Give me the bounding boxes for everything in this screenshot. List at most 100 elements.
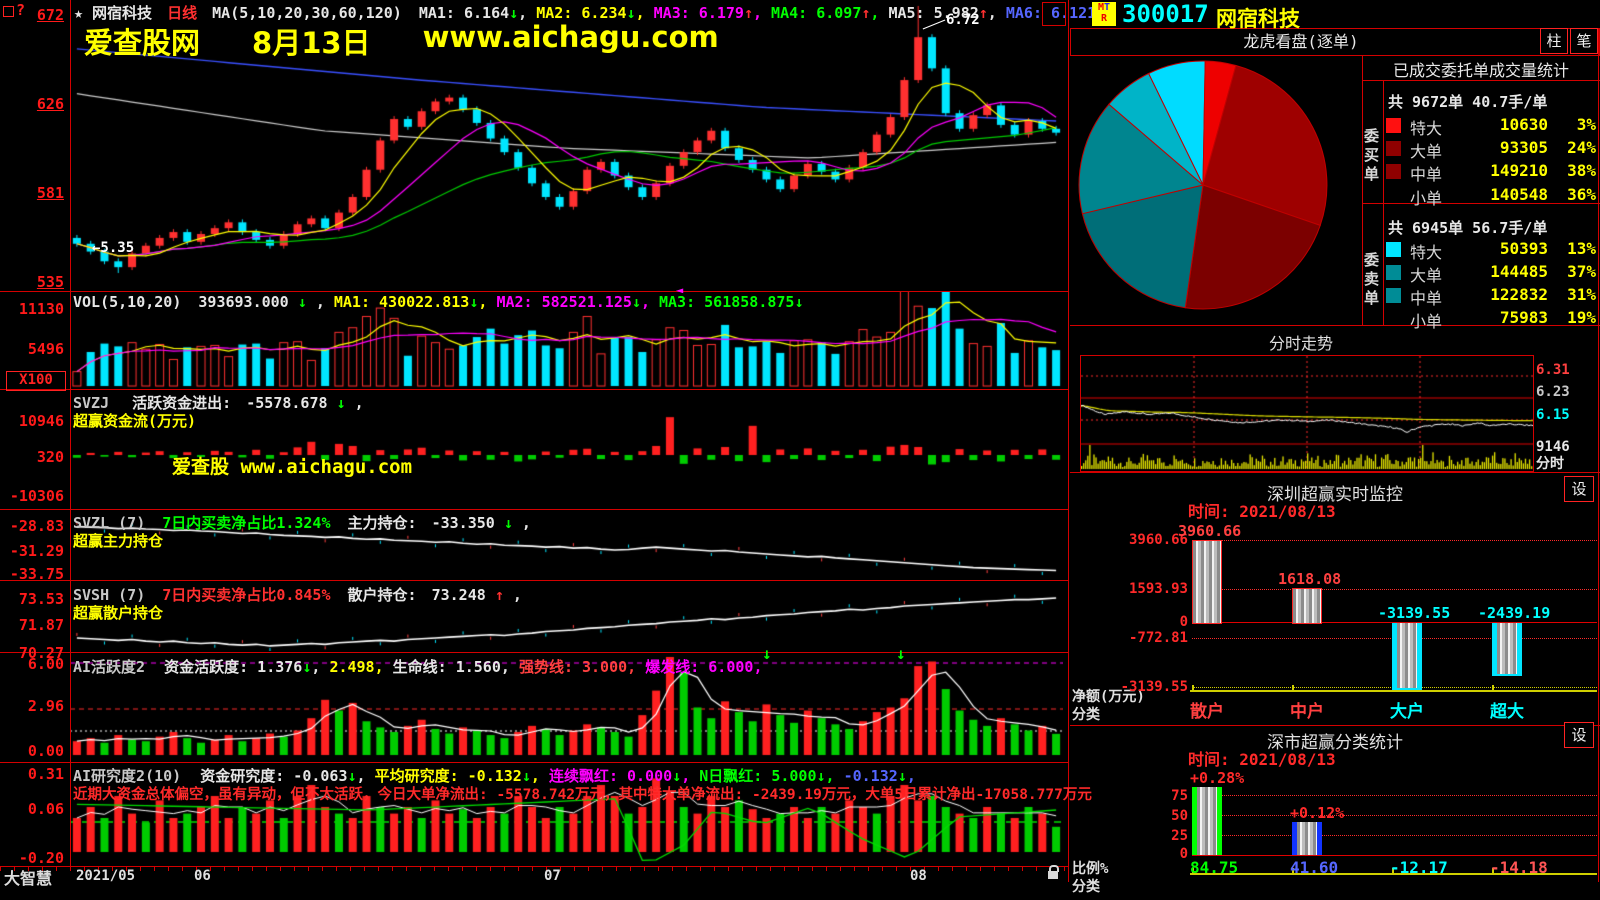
- down-arrow-icon: ↓: [626, 4, 636, 22]
- category-label: 大户: [1390, 702, 1424, 722]
- row-percent: 19%: [1567, 308, 1596, 327]
- y-tick: 320: [36, 448, 64, 466]
- svzj-name: SVZJ: [73, 394, 110, 412]
- monitor-bar[interactable]: [1192, 540, 1222, 624]
- signal-arrow-icon: ↓: [896, 644, 906, 663]
- y-tick: 5496: [27, 340, 64, 358]
- svzj-value: -5578.678: [246, 394, 328, 412]
- fenshi-chart[interactable]: [1080, 355, 1534, 472]
- row-label: 特大: [1410, 119, 1443, 138]
- sep: ,: [315, 293, 334, 311]
- table-row[interactable]: 小单 140548 36%: [1362, 185, 1600, 208]
- row-volume: 140548: [1490, 185, 1548, 204]
- monitor-bar[interactable]: [1392, 623, 1422, 690]
- monitor-ylabel: 净额(万元): [1072, 689, 1145, 705]
- row-volume: 144485: [1490, 262, 1548, 281]
- period-label[interactable]: 日线: [167, 4, 198, 22]
- table-row[interactable]: 特大 10630 3%: [1362, 115, 1600, 138]
- y-tick: 73.53: [18, 590, 64, 608]
- table-border: [1362, 203, 1600, 204]
- sep: ,: [354, 394, 364, 412]
- table-row[interactable]: 中单 149210 38%: [1362, 161, 1600, 184]
- down-arrow-icon: ↓: [509, 4, 519, 22]
- ai2-item-label: 连续飘红: 0.000: [548, 767, 673, 785]
- ai2-item-sep: ,: [825, 767, 844, 785]
- up-arrow-icon: ↑: [978, 4, 988, 22]
- ma-item-label: MA6: 6.121: [1005, 4, 1097, 22]
- gridline: [1192, 835, 1597, 836]
- swatch-icon: [1386, 265, 1401, 280]
- stats-time: 时间: 2021/08/13: [1188, 750, 1336, 769]
- y-tick: 25: [1171, 828, 1188, 844]
- y-tick: 2.96: [27, 697, 64, 715]
- table-row[interactable]: 小单 75983 19%: [1362, 308, 1600, 331]
- fenshi-axis-label: 6.31: [1536, 362, 1570, 378]
- section-divider: [1070, 325, 1600, 326]
- y-tick: -10306: [9, 487, 64, 505]
- flag-icon[interactable]: [3, 6, 14, 17]
- ma-item-label: MA4: 6.097: [771, 4, 862, 22]
- vol-label: VOL(5,10,20): [73, 293, 182, 311]
- stats-bar[interactable]: [1292, 822, 1322, 855]
- y-tick: 6.00: [27, 655, 64, 673]
- down-arrow-icon: ↓: [297, 293, 307, 311]
- monitor-xlabel: 分类: [1072, 707, 1100, 723]
- svzl-name: SVZL (7): [73, 514, 146, 532]
- y-tick: 0.31: [27, 765, 64, 783]
- scroll-marker-icon[interactable]: ◄: [676, 283, 684, 297]
- stats-settings-button[interactable]: 设: [1564, 722, 1594, 748]
- time-axis-label: 07: [544, 868, 561, 884]
- table-row[interactable]: 大单 93305 24%: [1362, 138, 1600, 161]
- row-volume: 75983: [1499, 308, 1548, 327]
- down-arrow-icon: ↓: [336, 394, 346, 412]
- ai-activity-chart[interactable]: [70, 653, 1063, 761]
- lock-icon[interactable]: [1048, 865, 1059, 879]
- ai1-header: AI活跃度2 资金活跃度: 1.376↓, 2.498, 生命线: 1.560,…: [73, 656, 762, 677]
- bar-mode-button[interactable]: 柱: [1540, 28, 1568, 54]
- bar-value-label: -14.18: [1490, 858, 1548, 877]
- volume-pie-chart[interactable]: [1074, 56, 1332, 314]
- info-box[interactable]: [1042, 2, 1066, 26]
- svsh-chart[interactable]: [70, 581, 1063, 651]
- table-border: [1362, 55, 1363, 325]
- table-row[interactable]: 大单 144485 37%: [1362, 262, 1600, 285]
- monitor-bar[interactable]: [1292, 588, 1322, 624]
- y-tick: -28.83: [9, 517, 64, 535]
- ai2-values: 资金研究度: -0.063↓, 平均研究度: -0.132↓, 连续飘红: 0.…: [200, 767, 916, 785]
- up-arrow-icon: ↑: [494, 586, 504, 604]
- table-row[interactable]: 中单 122832 31%: [1362, 285, 1600, 308]
- ai1-values: 资金活跃度: 1.376↓, 2.498, 生命线: 1.560, 强势线: 3…: [164, 658, 762, 676]
- swatch-icon: [1386, 141, 1401, 156]
- baseline: [1190, 873, 1597, 875]
- vol-value: 393693.000: [198, 293, 289, 311]
- y-tick: 70.27: [18, 644, 64, 662]
- svsh-desc: 散户持仓:: [347, 586, 417, 604]
- section-divider: [1070, 472, 1600, 473]
- stats-bar[interactable]: [1192, 787, 1222, 855]
- y-tick: 626: [36, 95, 64, 113]
- y-tick: 0: [1179, 614, 1188, 630]
- tick: [1492, 685, 1494, 690]
- trade-volume-table: 已成交委托单成交量统计 委买单 委卖单 共 9672单 40.7手/单 共 69…: [1362, 55, 1600, 331]
- row-percent: 37%: [1567, 262, 1596, 281]
- ai-research-chart[interactable]: [70, 763, 1063, 865]
- volume-chart[interactable]: [70, 292, 1063, 388]
- help-icon[interactable]: ?: [16, 1, 26, 19]
- monitor-bar[interactable]: [1492, 623, 1522, 676]
- svzl-chart[interactable]: [70, 510, 1063, 579]
- svzl-header: SVZL (7) 7日内买卖净占比1.324% 主力持仓: -33.350 ↓ …: [73, 512, 531, 533]
- kline-chart[interactable]: [70, 0, 1063, 291]
- low-annotation: ←5.35: [92, 240, 135, 256]
- monitor-settings-button[interactable]: 设: [1564, 476, 1594, 502]
- vol-unit-box: X100: [6, 371, 66, 391]
- ai2-item-sep: ,: [356, 767, 375, 785]
- tick: [1292, 685, 1294, 690]
- svzj-chart[interactable]: [70, 390, 1063, 509]
- pen-mode-button[interactable]: 笔: [1570, 28, 1598, 54]
- gridline: [1192, 540, 1597, 541]
- ma-values: MA1: 6.164↓, MA2: 6.234↓, MA3: 6.179↑, M…: [419, 4, 1105, 22]
- high-annotation: 6.72: [946, 12, 980, 28]
- ma-item-sep: ,: [635, 4, 654, 22]
- table-row[interactable]: 特大 50393 13%: [1362, 239, 1600, 262]
